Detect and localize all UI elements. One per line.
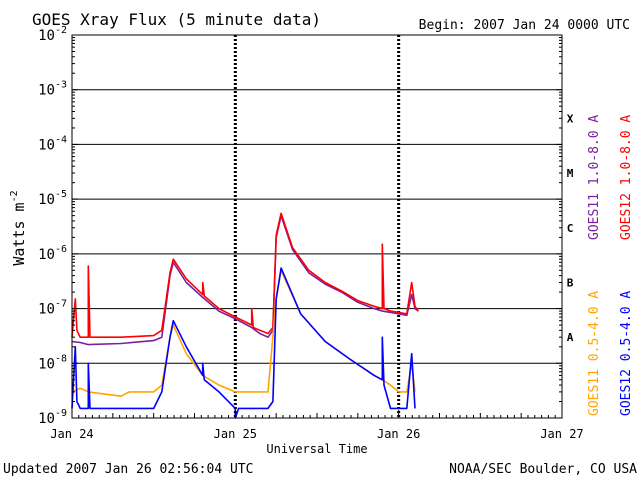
- credit: NOAA/SEC Boulder, CO USA: [449, 462, 637, 477]
- series-line-goes11-0-5-4-0-a: [71, 269, 416, 398]
- series-line-goes12-1-0-8-0-a: [71, 212, 419, 339]
- grid: [72, 35, 562, 418]
- x-tick-label-1: Jan 25: [214, 427, 257, 441]
- y-axis-label: Watts m-2: [9, 190, 28, 265]
- flare-class-x: X: [567, 112, 574, 125]
- x-ticks: Jan 24 Jan 25 Jan 26 Jan 27: [50, 410, 584, 441]
- legend-goes11-long: GOES11 1.0-8.0 A: [587, 115, 602, 240]
- y-tick-label-1: 10-3: [38, 80, 67, 99]
- flare-class-b: B: [567, 276, 574, 289]
- flare-class-m: M: [567, 167, 574, 180]
- y-tick-label-2: 10-4: [38, 134, 67, 153]
- flare-class-c: C: [567, 222, 574, 235]
- y-tick-label-5: 10-7: [38, 299, 67, 318]
- updated-timestamp: Updated 2007 Jan 26 02:56:04 UTC: [3, 462, 253, 477]
- series-lines: [71, 212, 419, 419]
- chart-title: GOES Xray Flux (5 minute data): [32, 10, 321, 29]
- y-axis-label-base: Watts m: [10, 202, 28, 265]
- y-axis-label-exponent: -2: [9, 190, 20, 202]
- y-tick-label-3: 10-5: [38, 189, 67, 208]
- legend-goes12-long: GOES12 1.0-8.0 A: [619, 115, 634, 240]
- x-tick-label-0: Jan 24: [50, 427, 93, 441]
- legend-goes11-short: GOES11 0.5-4.0 A: [587, 291, 602, 416]
- flare-class-labels: X M C B A: [567, 112, 574, 344]
- x-tick-label-3: Jan 27: [540, 427, 583, 441]
- y-tick-label-4: 10-6: [38, 244, 67, 263]
- y-tick-label-0: 10-2: [38, 25, 67, 44]
- series-line-goes11-1-0-8-0-a: [71, 214, 419, 346]
- begin-label: Begin: 2007 Jan 24 0000 UTC: [419, 18, 630, 33]
- x-tick-label-2: Jan 26: [377, 427, 420, 441]
- legend-goes11: GOES11 1.0-8.0 A GOES11 0.5-4.0 A: [587, 115, 602, 416]
- y-tick-label-6: 10-8: [38, 353, 67, 372]
- y-tick-label-7: 10-9: [38, 408, 67, 427]
- y-ticks: 10-2 10-3 10-4 10-5 10-6 10-7 10-8 10-9: [38, 25, 562, 427]
- legend-goes12: GOES12 1.0-8.0 A GOES12 0.5-4.0 A: [619, 115, 634, 416]
- plot-frame: [71, 34, 563, 419]
- x-axis-label: Universal Time: [266, 442, 367, 456]
- legend-goes12-short: GOES12 0.5-4.0 A: [619, 291, 634, 416]
- flare-class-a: A: [567, 331, 574, 344]
